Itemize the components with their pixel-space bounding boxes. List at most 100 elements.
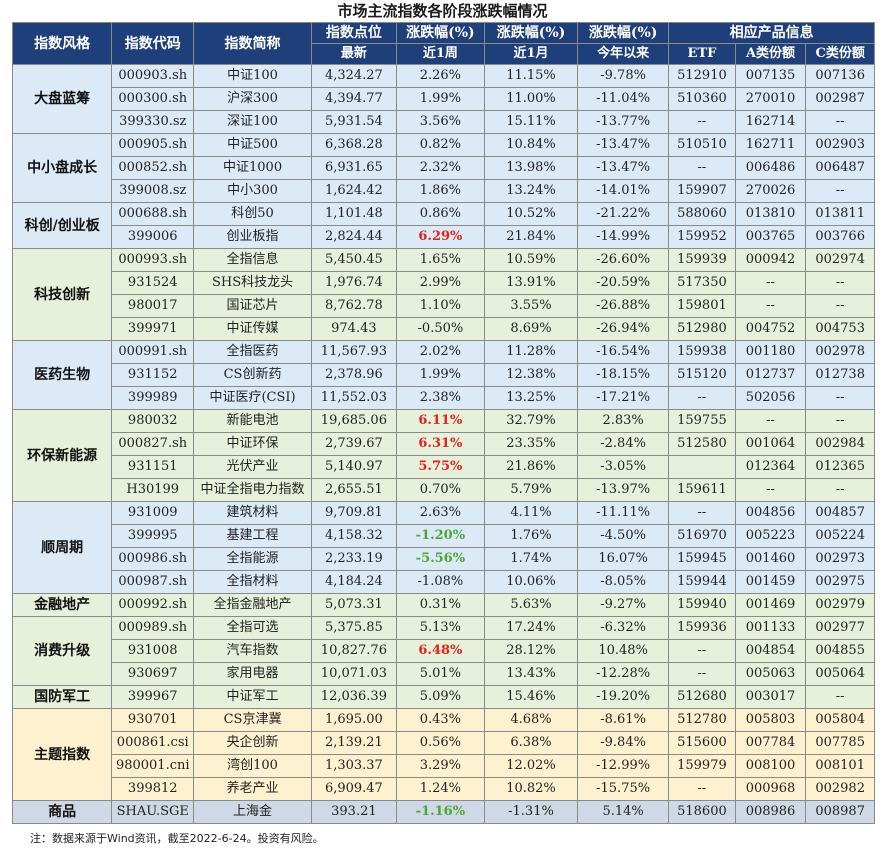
change-1w-cell: 1.99% xyxy=(395,87,485,111)
class-a-cell: 005223 xyxy=(734,524,807,548)
table-row: 000300.sh 沪深300 4,394.77 1.99% 11.00% -11.04%… xyxy=(13,87,875,111)
index-name-cell: 养老产业 xyxy=(193,777,312,801)
change-1m-cell: 5.63% xyxy=(483,593,579,617)
change-1w-cell: 0.70% xyxy=(395,478,485,502)
change-ytd-cell: -17.21% xyxy=(577,386,670,410)
class-a-cell: 013810 xyxy=(734,202,807,226)
points-cell: 11,567.93 xyxy=(310,340,397,364)
index-name-cell: 中证全指电力指数 xyxy=(193,478,312,502)
table-row: 000987.sh 全指材料 4,184.24 -1.08% 10.06% -8.05% 1… xyxy=(13,570,875,594)
points-cell: 9,709.81 xyxy=(310,501,397,525)
etf-cell: 159938 xyxy=(668,340,736,364)
class-c-cell: 008987 xyxy=(805,800,875,824)
etf-cell: 159979 xyxy=(668,754,736,778)
header-style: 指数风格 xyxy=(11,22,113,65)
etf-cell: 159952 xyxy=(668,225,736,249)
class-c-cell: 005804 xyxy=(805,708,875,732)
etf-cell: -- xyxy=(668,156,736,180)
etf-cell: 518600 xyxy=(668,800,736,824)
index-code-cell: 980032 xyxy=(111,409,195,433)
points-cell: 5,931.54 xyxy=(310,110,397,134)
table-row: 顺周期 931009 建筑材料 9,709.81 2.63% 4.11% -11.11% --… xyxy=(11,501,875,594)
points-cell: 2,139.21 xyxy=(310,731,397,755)
index-code-cell: 000852.sh xyxy=(111,156,195,180)
index-code-cell: 399008.sz xyxy=(111,179,195,203)
change-1m-cell: 10.59% xyxy=(483,248,579,272)
class-c-cell: 002979 xyxy=(805,593,875,617)
index-name-cell: 全指可选 xyxy=(193,616,312,640)
change-ytd-cell: 5.14% xyxy=(577,800,670,824)
change-1w-cell: 0.56% xyxy=(395,731,485,755)
index-name-cell: 中证传媒 xyxy=(193,317,312,341)
etf-cell: 159801 xyxy=(668,294,736,318)
index-name-cell: 光伏产业 xyxy=(193,455,312,479)
change-1w-cell: 1.99% xyxy=(395,363,485,387)
table-header: 指数风格 指数代码 指数简称 指数点位 涨跌幅(%) 涨跌幅(%) 涨跌幅(%)… xyxy=(11,22,875,65)
table-row: 399006 创业板指 2,824.44 6.29% 21.84% -14.99% 1599… xyxy=(13,225,875,249)
points-cell: 12,036.39 xyxy=(310,685,397,709)
table-row: H30199 中证全指电力指数 2,655.51 0.70% 5.79% -13.97% 1… xyxy=(13,478,875,502)
points-cell: 1,624.42 xyxy=(310,179,397,203)
style-cell: 环保新能源 xyxy=(11,409,113,502)
class-c-cell: 005224 xyxy=(805,524,875,548)
change-ytd-cell: -14.99% xyxy=(577,225,670,249)
class-a-cell: 012737 xyxy=(734,363,807,387)
class-c-cell: 012365 xyxy=(805,455,875,479)
table-row: 主题指数 930701 CS京津冀 1,695.00 0.43% 4.68% -8.61% 5… xyxy=(11,708,875,801)
table-row: 环保新能源 980032 新能电池 19,685.06 6.11% 32.79% 2.83%… xyxy=(11,409,875,502)
index-code-cell: 000300.sh xyxy=(111,87,195,111)
index-name-cell: 中证1000 xyxy=(193,156,312,180)
table-row: 399989 中证医疗(CSI) 11,552.03 2.38% 13.25% -17.2… xyxy=(13,386,875,410)
class-a-cell: 162711 xyxy=(734,133,807,157)
class-c-cell: 004855 xyxy=(805,639,875,663)
index-name-cell: 汽车指数 xyxy=(193,639,312,663)
etf-cell: 159611 xyxy=(668,478,736,502)
table-row: 399008.sz 中小300 1,624.42 1.86% 13.24% -14.01%… xyxy=(13,179,875,203)
class-c-cell: 002978 xyxy=(805,340,875,364)
change-1w-cell: 5.01% xyxy=(395,662,485,686)
change-1m-cell: 12.02% xyxy=(483,754,579,778)
change-1w-cell: 5.75% xyxy=(395,455,485,479)
class-c-cell: -- xyxy=(805,386,875,410)
table-body: 大盘蓝筹 000903.sh 中证100 4,324.27 2.26% 11.15% -9.… xyxy=(11,64,875,824)
change-1w-cell: 1.24% xyxy=(395,777,485,801)
table-row: 中小盘成长 000905.sh 中证500 6,368.28 0.82% 10.84% -1… xyxy=(11,133,875,203)
change-1m-cell: 8.69% xyxy=(483,317,579,341)
points-cell: 6,931.65 xyxy=(310,156,397,180)
index-name-cell: CS京津冀 xyxy=(193,708,312,732)
index-code-cell: 000905.sh xyxy=(111,133,195,157)
etf-cell: -- xyxy=(668,639,736,663)
table-row: 金融地产 000992.sh 全指金融地产 5,073.31 0.31% 5.63% -9.… xyxy=(11,593,875,617)
change-1m-cell: 13.91% xyxy=(483,271,579,295)
table-row: 消费升级 000989.sh 全指可选 5,375.85 5.13% 17.24% -6.3… xyxy=(11,616,875,686)
style-cell: 医药生物 xyxy=(11,340,113,410)
index-code-cell: 399989 xyxy=(111,386,195,410)
change-1w-cell: 2.63% xyxy=(395,501,485,525)
table-row: 399812 养老产业 6,909.47 1.24% 10.82% -15.75% -- 00… xyxy=(13,777,875,801)
index-name-cell: 创业板指 xyxy=(193,225,312,249)
index-name-cell: 新能电池 xyxy=(193,409,312,433)
footnote: 注：数据来源于Wind资讯，截至2022-6-24。投资有风险。 xyxy=(30,832,324,845)
etf-cell: 588060 xyxy=(668,202,736,226)
change-ytd-cell: 16.07% xyxy=(577,547,670,571)
change-ytd-cell: -13.47% xyxy=(577,156,670,180)
header-class-c: C类份额 xyxy=(805,43,875,65)
change-ytd-cell: -19.20% xyxy=(577,685,670,709)
change-1m-cell: 12.38% xyxy=(483,363,579,387)
style-cell: 科创/创业板 xyxy=(11,202,113,249)
change-1w-cell: 2.99% xyxy=(395,271,485,295)
points-cell: 1,303.37 xyxy=(310,754,397,778)
index-name-cell: 全指能源 xyxy=(193,547,312,571)
change-1w-cell: 2.38% xyxy=(395,386,485,410)
index-code-cell: 399330.sz xyxy=(111,110,195,134)
etf-cell: 159939 xyxy=(668,248,736,272)
change-1w-cell: -1.20% xyxy=(395,524,485,548)
index-name-cell: 深证100 xyxy=(193,110,312,134)
style-cell: 主题指数 xyxy=(11,708,113,801)
table-row: 国防军工 399967 中证军工 12,036.39 5.09% 15.46% -19.20… xyxy=(11,685,875,709)
class-c-cell: 007136 xyxy=(805,64,875,88)
points-cell: 2,739.67 xyxy=(310,432,397,456)
etf-cell: 512780 xyxy=(668,708,736,732)
index-name-cell: 全指材料 xyxy=(193,570,312,594)
change-1w-cell: 6.11% xyxy=(395,409,485,433)
